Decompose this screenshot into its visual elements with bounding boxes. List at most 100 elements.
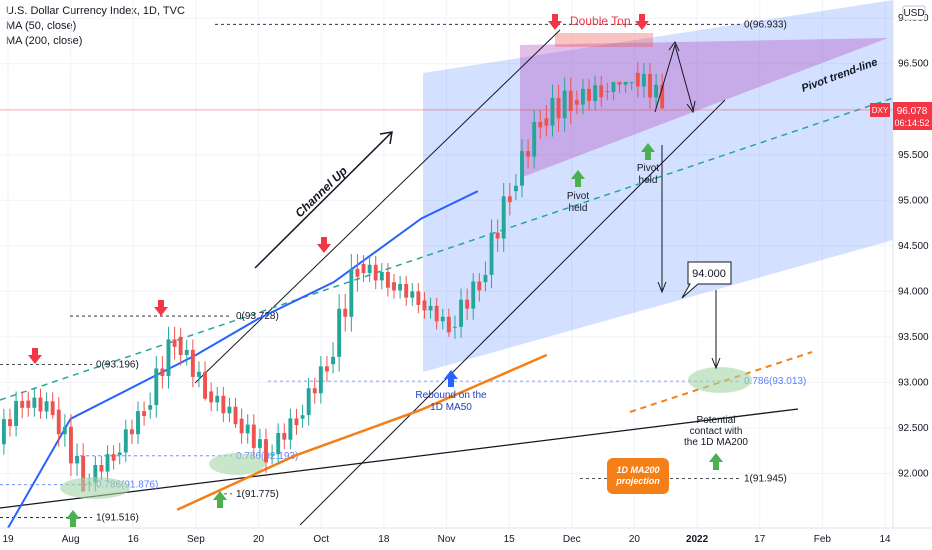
candle-body: [422, 300, 427, 311]
candle-body: [215, 395, 220, 403]
x-tick-label: 17: [754, 534, 766, 545]
candle-body: [306, 388, 311, 416]
y-tick-label: 92.500: [898, 423, 929, 434]
candle-body: [209, 391, 214, 403]
x-tick-label: 2022: [686, 534, 709, 545]
fib-level-label: 0.786(93.013): [744, 376, 806, 387]
projection-path: [654, 43, 694, 113]
candle-body: [501, 196, 506, 239]
candle-body: [574, 100, 579, 105]
channel-area: [423, 0, 893, 372]
candle-body: [44, 401, 49, 412]
chart-legend: U.S. Dollar Currency Index, 1D, TVC MA (…: [6, 4, 185, 49]
candle-body: [38, 397, 43, 412]
green-arrow-3: [571, 170, 585, 187]
candle-body: [367, 264, 372, 274]
candle-body: [416, 291, 421, 305]
candle-body: [129, 429, 134, 435]
candle-body: [197, 371, 201, 377]
candle-body: [221, 395, 226, 414]
projection-down-head: [657, 281, 667, 294]
candle-body: [440, 316, 445, 322]
candle-body: [331, 356, 335, 365]
red-arrow-3: [317, 237, 331, 253]
candle-body: [282, 432, 287, 440]
candle-body: [483, 274, 488, 283]
candle-body: [385, 272, 390, 288]
candle-body: [178, 336, 183, 356]
fib-level-label: 0(96.933): [744, 19, 787, 30]
green-arrow-4: [641, 143, 655, 160]
red-arrow-2: [154, 300, 168, 316]
candle-body: [477, 281, 482, 291]
red-arrow-4: [548, 14, 562, 30]
candle-body: [294, 418, 299, 426]
label-rebound: Rebound on the 1D MA50: [415, 390, 487, 413]
candle-body: [257, 439, 262, 448]
label-pivot-held-1: Pivot held: [567, 191, 589, 214]
candle-body: [434, 305, 439, 322]
candle-body: [203, 371, 207, 399]
x-tick-label: Nov: [438, 534, 456, 545]
candle-body: [288, 418, 293, 440]
channel-upper-line: [194, 29, 561, 384]
candle-body: [142, 411, 147, 417]
candle-body: [489, 232, 494, 275]
candle-body: [81, 455, 86, 492]
candle-body: [111, 454, 116, 461]
time-axis[interactable]: [0, 528, 932, 550]
candle-body: [526, 151, 531, 157]
support-line: [0, 408, 799, 509]
green-arrow-2: [213, 491, 227, 508]
ma200-projection-line: [629, 351, 813, 413]
candle-body: [629, 81, 634, 83]
currency-label: USD: [903, 8, 924, 19]
candle-body: [648, 73, 652, 98]
candle-body: [239, 418, 244, 434]
y-tick-label: 96.500: [898, 59, 929, 70]
candle-body: [520, 151, 524, 186]
candle-body: [300, 415, 305, 419]
y-tick-label: 95.000: [898, 195, 929, 206]
candle-body: [605, 91, 610, 93]
candle-body: [75, 455, 79, 464]
blue-arrow-rebound: [444, 370, 458, 387]
candle-body: [14, 400, 19, 427]
x-tick-label: 14: [879, 534, 891, 545]
x-tick-label: Dec: [563, 534, 581, 545]
candle-body: [599, 85, 604, 98]
fib-level-label: 0(93.728): [236, 311, 279, 322]
symbol-label: DXY: [872, 106, 889, 115]
candle-body: [495, 232, 500, 239]
candle-body: [641, 73, 646, 87]
candle-body: [623, 81, 628, 85]
y-tick-label: 94.500: [898, 241, 929, 252]
candle-body: [1, 419, 6, 445]
channel-up-arrow: [254, 131, 393, 269]
legend-title: U.S. Dollar Currency Index, 1D, TVC: [6, 5, 185, 17]
candle-body: [532, 121, 537, 157]
fib-level-label: 1(91.945): [744, 473, 787, 484]
price-badge: [893, 102, 932, 130]
label-double-top: Double Top: [570, 14, 631, 28]
candle-body: [251, 424, 256, 448]
label-potential-contact: Potential contact with the 1D MA200: [684, 415, 748, 448]
price-axis[interactable]: [893, 0, 932, 528]
candle-body: [471, 281, 476, 309]
candle-body: [611, 81, 616, 92]
candle-body: [26, 400, 31, 408]
ma200-projection-badge: 1D MA200 projection: [607, 458, 669, 494]
x-tick-label: 16: [128, 534, 140, 545]
candle-body: [105, 454, 110, 472]
y-tick-label: 93.000: [898, 377, 929, 388]
candle-body: [404, 284, 409, 298]
candle-body: [581, 88, 585, 105]
pivot-trendline: [0, 97, 894, 401]
candles: [1, 61, 665, 492]
candle-body: [453, 326, 457, 328]
projection-right-head: [686, 100, 696, 114]
candle-body: [148, 405, 153, 410]
candle-body: [264, 439, 268, 463]
candle-body: [343, 308, 348, 317]
